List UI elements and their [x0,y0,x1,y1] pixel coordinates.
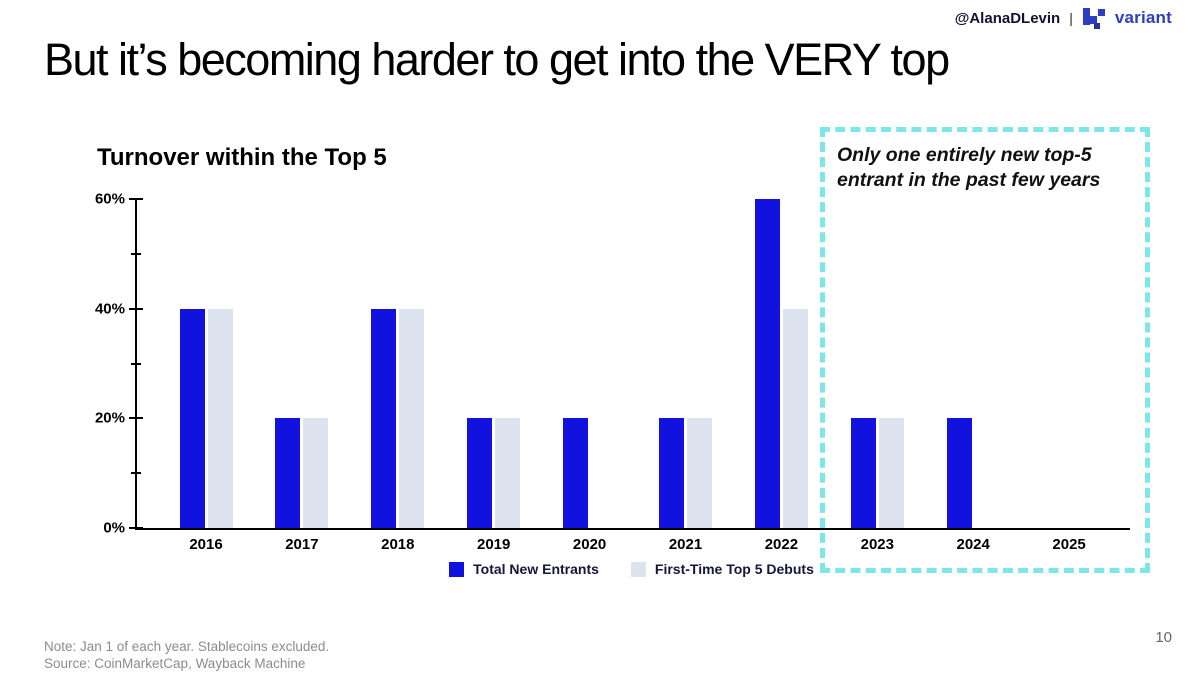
page-number: 10 [1155,629,1172,646]
bar-total-new-entrants-2023 [850,418,876,528]
x-axis-label-2024: 2024 [956,536,990,553]
footnote-note: Note: Jan 1 of each year. Stablecoins ex… [44,639,330,654]
slide-title: But it’s becoming harder to get into the… [44,34,950,85]
y-axis-minor-tick [131,362,141,365]
bar-first-time-top-5-debuts-2021 [687,418,712,528]
bar-total-new-entrants-2022 [754,199,780,528]
legend-swatch-total-new-entrants [449,561,465,577]
variant-logo-icon [1082,6,1106,30]
bar-group-2020 [542,199,638,528]
legend-label-first-time-top-5-debuts: First-Time Top 5 Debuts [654,561,814,577]
bar-first-time-top-5-debuts-2018 [399,308,425,528]
x-axis-label-2023: 2023 [860,536,894,553]
x-axis-label-2016: 2016 [189,536,223,553]
callout-text: Only one entirely new top-5 entrant in t… [837,143,1147,194]
x-axis-label-2020: 2020 [572,536,607,553]
bar-first-time-top-5-debuts-2019 [495,418,521,528]
legend-swatch-first-time-top-5-debuts [630,561,646,577]
x-axis-label-2021: 2021 [668,536,703,553]
legend-label-total-new-entrants: Total New Entrants [473,561,599,577]
y-axis-tick-label: 40% [94,300,125,318]
x-axis-label-2017: 2017 [285,536,319,553]
y-axis-major-tick [129,307,143,310]
bar-total-new-entrants-2017 [275,418,301,528]
bar-group-2025 [1021,199,1117,528]
y-axis-major-tick [129,198,143,200]
bar-first-time-top-5-debuts-2023 [878,418,904,528]
bar-group-2019 [446,199,542,528]
chart-legend: Total New Entrants First-Time Top 5 Debut… [135,561,1128,577]
bar-first-time-top-5-debuts-2022 [782,308,808,528]
header: @AlanaDLevin | variant [955,6,1172,30]
author-handle: @AlanaDLevin [954,9,1061,27]
callout-line-2: entrant in the past few years [837,169,1101,192]
footnote-source: Source: CoinMarketCap, Wayback Machine [44,656,306,671]
bar-total-new-entrants-2024 [946,418,972,528]
plot-area: 0% 20% 40% 60% 2016 2017 2018 2019 2020 2021 2022 2… [95,191,1130,553]
bar-group-2023 [829,199,925,528]
bar-total-new-entrants-2021 [659,418,684,528]
x-axis-label-2018: 2018 [381,536,415,553]
bar-group-2021 [638,199,734,528]
y-axis-tick-label: 60% [94,190,125,208]
legend-item-total-new-entrants: Total New Entrants [449,561,599,577]
y-axis-minor-tick [131,472,141,475]
y-axis-major-tick [129,527,143,529]
brand-name: variant [1114,8,1172,27]
x-axis-label-2022: 2022 [764,536,799,553]
bar-first-time-top-5-debuts-2016 [207,308,233,528]
bar-total-new-entrants-2016 [179,308,205,528]
y-axis-major-tick [129,417,143,420]
bar-total-new-entrants-2019 [467,418,493,528]
bar-total-new-entrants-2020 [563,418,589,528]
y-axis-tick-label: 20% [94,409,125,427]
bar-group-2022 [733,199,829,528]
bar-group-2024 [925,199,1021,528]
footnote: Note: Jan 1 of each year. Stablecoins ex… [44,638,329,672]
x-axis-label-2025: 2025 [1052,536,1086,553]
chart-title: Turnover within the Top 5 [97,144,387,171]
callout-line-1: Only one entirely new top-5 [837,144,1092,166]
bar-group-2016 [158,199,254,528]
y-axis-minor-tick [131,252,141,255]
legend-item-first-time-top-5-debuts: First-Time Top 5 Debuts [630,561,814,577]
bar-group-2017 [254,199,350,528]
bar-total-new-entrants-2018 [371,308,397,528]
y-axis-tick-label: 0% [103,519,125,537]
header-separator: | [1069,10,1073,26]
x-axis-label-2019: 2019 [477,536,511,553]
bar-group-2018 [350,199,446,528]
bar-first-time-top-5-debuts-2017 [303,418,329,528]
